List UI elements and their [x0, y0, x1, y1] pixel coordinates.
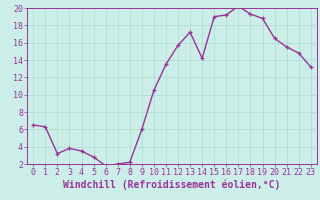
X-axis label: Windchill (Refroidissement éolien,°C): Windchill (Refroidissement éolien,°C): [63, 180, 281, 190]
